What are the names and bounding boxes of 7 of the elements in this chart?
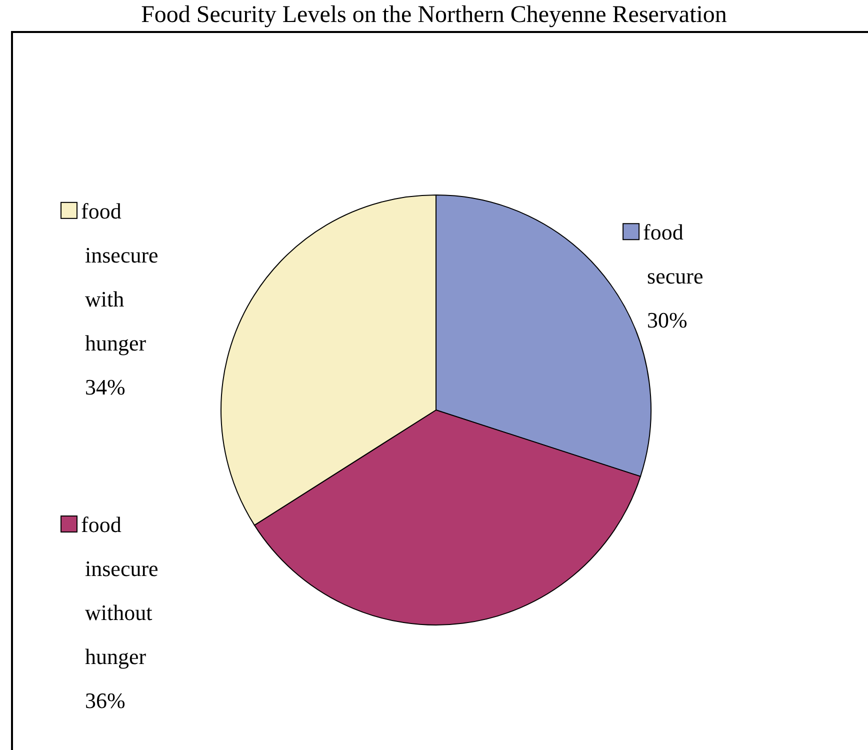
legend-label: food insecure without hunger [81, 512, 158, 669]
legend-label: food secure [643, 220, 704, 289]
legend-label: food insecure with hunger [81, 198, 158, 356]
data-label: 36% [85, 688, 126, 713]
data-label: 30% [647, 308, 688, 333]
data-label: 34% [85, 374, 126, 400]
chart-title: Food Security Levels on the Northern Cheyenne Reservation [141, 2, 727, 28]
